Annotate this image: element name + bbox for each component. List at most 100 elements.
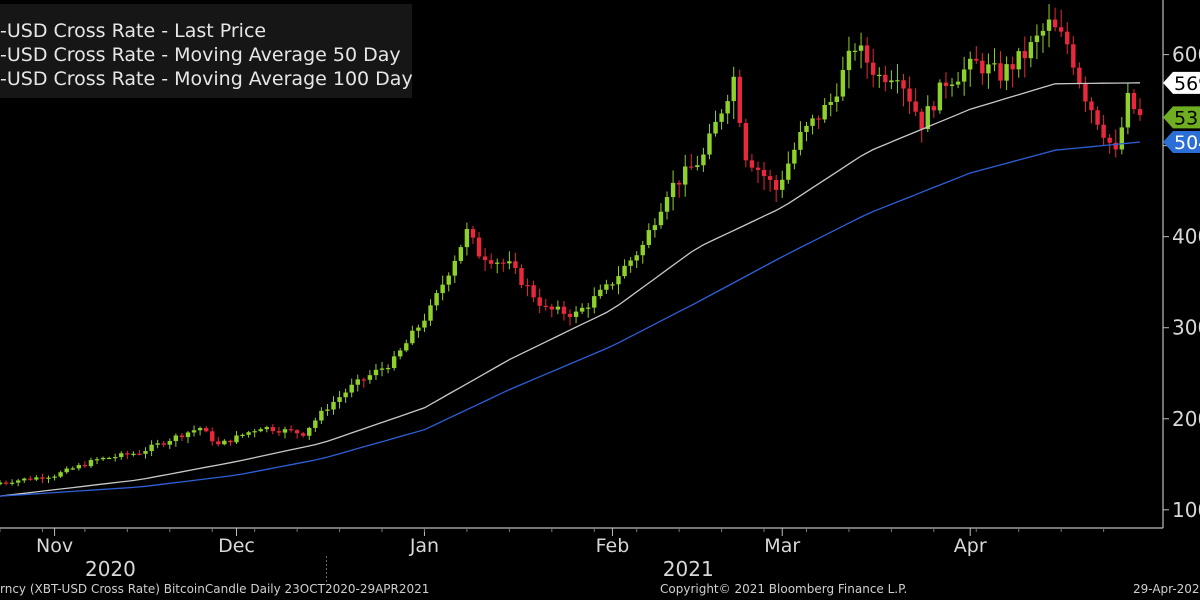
candle (1046, 4, 1052, 48)
candle (749, 154, 755, 172)
candle (901, 74, 906, 107)
candle (452, 255, 457, 283)
candle (786, 151, 791, 184)
candle (992, 48, 997, 72)
candle (943, 72, 949, 99)
candle (913, 88, 918, 117)
candle (792, 142, 797, 170)
candle (343, 388, 348, 403)
candle (331, 396, 336, 415)
candle (852, 43, 858, 61)
candle (622, 259, 627, 279)
candle (725, 94, 730, 125)
candle (737, 69, 742, 128)
candle (9, 479, 15, 486)
candle (161, 441, 166, 448)
candle (610, 281, 615, 290)
candle (22, 477, 27, 483)
candle (883, 65, 888, 92)
badge-moving-average-100: 504 (1163, 131, 1200, 154)
x-tick-label: Nov (36, 535, 73, 557)
candle (816, 115, 821, 129)
candle (579, 303, 585, 315)
candle (1052, 7, 1058, 32)
legend-moving-average-50: -USD Cross Rate - Moving Average 50 Day (0, 44, 401, 66)
candle (919, 108, 924, 143)
legend: -USD Cross Rate - Last Price -USD Cross … (0, 4, 413, 98)
candle (870, 48, 876, 88)
candle (300, 431, 306, 438)
candle (113, 453, 118, 462)
candle (422, 313, 427, 332)
candle (889, 70, 894, 90)
candle (1065, 22, 1070, 54)
candle (88, 457, 94, 468)
candle (877, 67, 882, 88)
candle (968, 51, 973, 87)
candle (1077, 62, 1082, 89)
year-label: 2021 (663, 557, 714, 581)
candle (834, 83, 840, 112)
x-tick-label: Jan (409, 535, 439, 557)
candle (507, 251, 512, 270)
candle (798, 121, 803, 156)
candle (258, 427, 263, 433)
candle (585, 303, 591, 318)
candle (446, 272, 451, 292)
candle (1040, 23, 1046, 53)
candle (216, 437, 221, 447)
candle (513, 252, 518, 275)
candle (1022, 36, 1027, 78)
candle (106, 456, 112, 460)
candle (840, 56, 846, 102)
candle (713, 110, 718, 137)
candle (34, 475, 39, 481)
candle (385, 364, 391, 374)
candle (695, 155, 700, 171)
candle (592, 287, 597, 314)
candle (537, 288, 542, 314)
candle (1034, 24, 1040, 60)
candle (337, 391, 342, 409)
candle (664, 191, 670, 220)
candle (404, 339, 409, 353)
candle (191, 425, 197, 437)
candle (197, 426, 203, 436)
candle (1125, 83, 1131, 135)
candle (755, 161, 761, 184)
badge-last-price: 531 (1163, 106, 1200, 129)
candle (519, 264, 524, 289)
candle (761, 161, 767, 191)
candle (125, 450, 130, 460)
price-candles (0, 4, 1143, 487)
candle (76, 463, 82, 471)
candle (931, 100, 937, 118)
candle (986, 53, 991, 89)
candle (828, 93, 833, 117)
candle (1131, 89, 1137, 114)
badge-moving-average-50: 569 (1163, 71, 1200, 95)
footer-date: 29-Apr-202 (1133, 582, 1200, 596)
candle (495, 258, 500, 274)
candle (1107, 134, 1112, 154)
candle (367, 370, 373, 384)
candle (270, 424, 276, 435)
x-tick-label: Dec (218, 535, 255, 557)
candle (616, 266, 621, 295)
candle (398, 347, 403, 360)
candle (701, 147, 706, 172)
candle (949, 78, 955, 97)
moving-average-50-line (0, 82, 1141, 497)
candle (634, 251, 639, 269)
candle (670, 170, 676, 211)
candle (203, 425, 209, 433)
candle (1028, 35, 1034, 68)
y-tick-label: 200 (1172, 407, 1200, 431)
x-tick-label: Apr (954, 535, 987, 557)
candle (961, 56, 967, 96)
candle (767, 169, 773, 192)
candle (434, 289, 439, 311)
candle (3, 480, 9, 486)
candle (707, 123, 712, 160)
candle (543, 298, 548, 311)
